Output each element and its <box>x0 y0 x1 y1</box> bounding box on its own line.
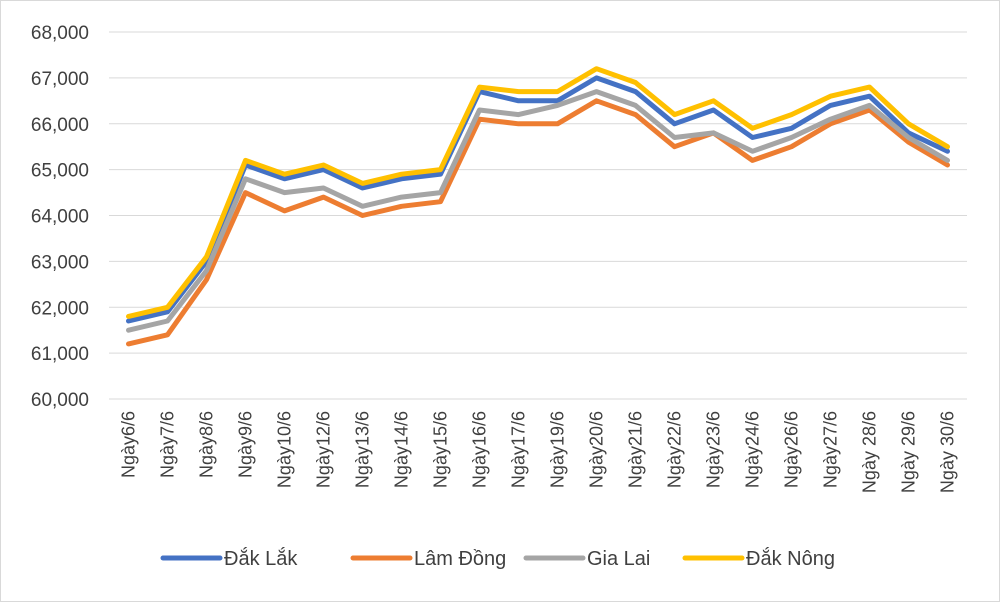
series-lines <box>126 66 950 347</box>
y-tick-label: 68,000 <box>31 23 89 44</box>
x-tick-label: Ngày 29/6 <box>899 411 919 493</box>
x-tick-label: Ngày6/6 <box>119 411 139 478</box>
legend-label: Đắk Lắk <box>224 547 298 570</box>
x-tick-label: Ngày20/6 <box>587 411 607 488</box>
x-tick-label: Ngày24/6 <box>743 411 763 488</box>
x-tick-label: Ngày 30/6 <box>938 411 958 493</box>
x-tick-label: Ngày26/6 <box>782 411 802 488</box>
series-line-2 <box>126 89 950 333</box>
y-tick-label: 65,000 <box>31 161 89 182</box>
x-tick-label: Ngày 28/6 <box>860 411 880 493</box>
y-tick-label: 64,000 <box>31 207 89 228</box>
series-line-1 <box>126 98 950 347</box>
x-tick-label: Ngày15/6 <box>431 411 451 488</box>
x-tick-label: Ngày8/6 <box>197 411 217 478</box>
x-tick-label: Ngày19/6 <box>548 411 568 488</box>
x-tick-label: Ngày22/6 <box>665 411 685 488</box>
y-tick-label: 60,000 <box>31 390 89 411</box>
x-tick-label: Ngày7/6 <box>158 411 178 478</box>
y-tick-label: 63,000 <box>31 252 89 273</box>
series-line-0 <box>126 75 950 324</box>
y-tick-label: 61,000 <box>31 344 89 365</box>
x-tick-label: Ngày12/6 <box>314 411 334 488</box>
y-tick-label: 67,000 <box>31 69 89 90</box>
x-tick-label: Ngày21/6 <box>626 411 646 488</box>
x-tick-label: Ngày27/6 <box>821 411 841 488</box>
x-tick-label: Ngày16/6 <box>470 411 490 488</box>
legend: Đắk Lắk Lâm Đồng Gia Lai Đắk Nông <box>160 547 835 570</box>
x-tick-label: Ngày17/6 <box>509 411 529 488</box>
y-tick-label: 66,000 <box>31 115 89 136</box>
series-line-3 <box>126 66 950 319</box>
x-tick-label: Ngày14/6 <box>392 411 412 488</box>
x-tick-label: Ngày10/6 <box>275 411 295 488</box>
x-tick-label: Ngày23/6 <box>704 411 724 488</box>
legend-label: Lâm Đồng <box>414 548 506 570</box>
y-axis-tick-labels: 60,000 61,000 62,000 63,000 64,000 65,000 66,0… <box>31 23 89 411</box>
y-tick-label: 62,000 <box>31 298 89 319</box>
x-tick-label: Ngày9/6 <box>236 411 256 478</box>
legend-label: Đắk Nông <box>746 547 835 570</box>
x-tick-label: Ngày13/6 <box>353 411 373 488</box>
legend-label: Gia Lai <box>587 548 650 570</box>
x-axis-tick-labels: Ngày6/6 Ngày7/6 Ngày8/6 Ngày9/6 Ngày10/6 Ngày… <box>119 411 958 493</box>
